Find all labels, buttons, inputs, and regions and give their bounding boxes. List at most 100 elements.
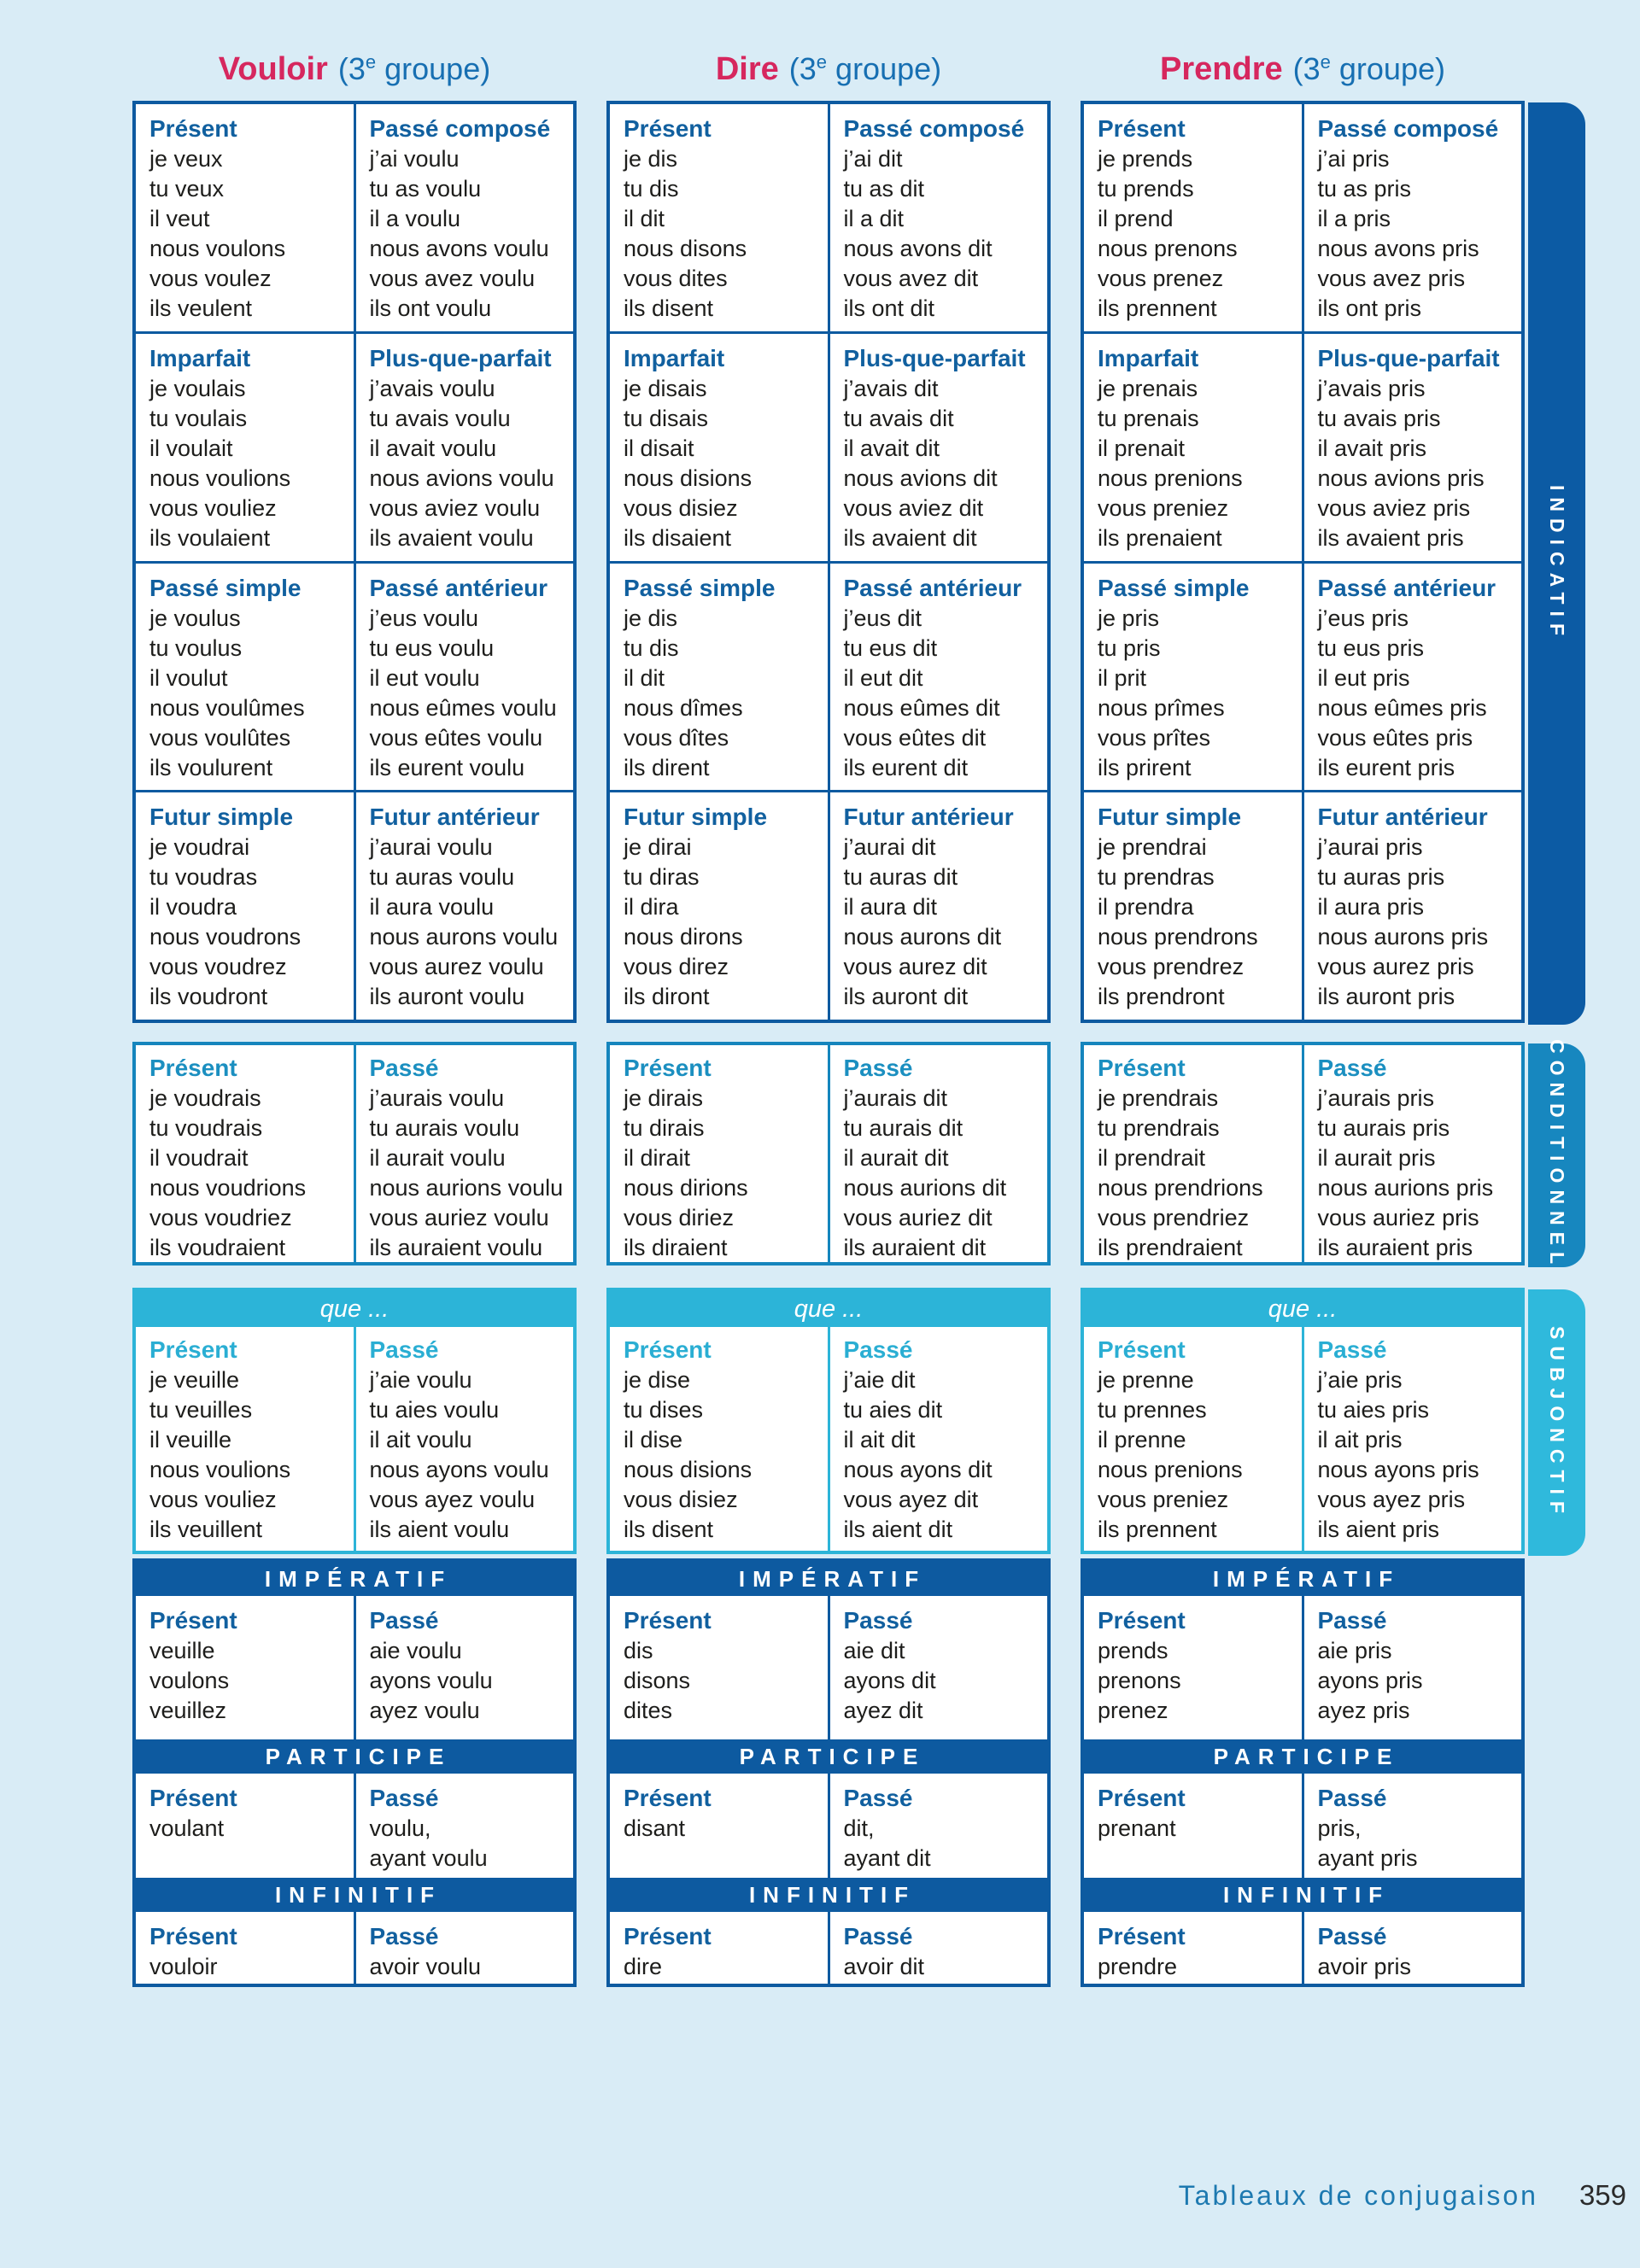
indicatif-mood-label: INDICATIF bbox=[1546, 484, 1568, 642]
verb-name: Prendre bbox=[1160, 51, 1283, 87]
indicatif-row-imparfait: Imparfait je voulais tu voulais il voulait… bbox=[136, 330, 573, 561]
conjugated-form: vous voulûtes bbox=[149, 724, 291, 751]
conjugated-form: il voudrait bbox=[149, 1145, 249, 1171]
tense-label: Présent bbox=[624, 1607, 712, 1634]
conjugated-form: je prendrai bbox=[1098, 834, 1207, 861]
tense-forms: j’avais dit tu avais dit il avait dit nous … bbox=[844, 374, 1048, 553]
footer-title: Tableaux de conjugaison bbox=[1178, 2180, 1538, 2211]
conjugated-form: j’aie voulu bbox=[369, 1367, 472, 1393]
tense-forms: je prenais tu prenais il prenait nous preni… bbox=[1098, 374, 1302, 553]
conjugated-form: il prendrait bbox=[1098, 1145, 1206, 1171]
conjugated-form: tu diras bbox=[624, 864, 700, 891]
conjugated-form: vous dîtes bbox=[624, 724, 729, 751]
conjugated-form: vous auriez voulu bbox=[369, 1205, 549, 1230]
conjugated-form: tu auras dit bbox=[843, 864, 958, 891]
tense-label: Passé bbox=[369, 1607, 439, 1634]
conjugated-form: tu eus dit bbox=[843, 634, 938, 661]
conjugated-form: prends bbox=[1098, 1638, 1168, 1663]
tense-cell-passe-compose: Passé composé j’ai dit tu as dit il a dit n… bbox=[827, 104, 1048, 331]
conjugated-form: vous disiez bbox=[624, 494, 738, 521]
conjugated-form: il ait dit bbox=[843, 1427, 916, 1453]
conjugated-form: nous dîmes bbox=[624, 694, 743, 721]
subjonctif-row: Présent je dise tu dises il dise nous disio… bbox=[610, 1327, 1047, 1551]
tense-forms: je prendrai tu prendras il prendra nous pre… bbox=[1098, 833, 1302, 1012]
indicatif-row-imparfait: Imparfait je prenais tu prenais il prenait… bbox=[1084, 330, 1521, 561]
tense-label: Présent bbox=[149, 115, 237, 142]
conjugated-form: vous prendriez bbox=[1098, 1205, 1250, 1230]
conjugated-form: avoir dit bbox=[843, 1954, 925, 1979]
conjugated-form: j’avais dit bbox=[843, 375, 939, 401]
tense-forms: j’aurai voulu tu auras voulu il aura voulu… bbox=[370, 833, 574, 1012]
conjugated-form: disons bbox=[624, 1668, 691, 1693]
tense-forms: je prendrais tu prendrais il prendrait nous… bbox=[1098, 1084, 1302, 1263]
tense-label: Passé antérieur bbox=[843, 574, 1022, 601]
conjugated-form: j’aurais voulu bbox=[369, 1085, 505, 1111]
tense-forms: dis disons dites bbox=[624, 1636, 828, 1726]
tense-label: Présent bbox=[1098, 115, 1186, 142]
tense-label: Présent bbox=[149, 1923, 237, 1949]
tense-cell-present: Présent je veux tu veux il veut nous voulon… bbox=[136, 104, 354, 331]
conjugated-form: ils avaient pris bbox=[1317, 524, 1464, 551]
conjugated-form: ils voudraient bbox=[149, 1235, 286, 1260]
conjugated-form: il aura pris bbox=[1317, 894, 1425, 921]
tense-cell-subj-passe: Passé j’aie voulu tu aies voulu il ait vou… bbox=[353, 1327, 574, 1551]
conjugated-form: nous dirons bbox=[624, 924, 743, 950]
tense-cell-passe-simple: Passé simple je pris tu pris il prit nous p… bbox=[1084, 564, 1302, 791]
conjugated-form: tu dis bbox=[624, 176, 679, 202]
conjugated-form: prenant bbox=[1098, 1815, 1176, 1841]
conditionnel-table: Présent je dirais tu dirais il dirait nous … bbox=[606, 1042, 1051, 1266]
conjugated-form: nous eûmes dit bbox=[843, 694, 1000, 721]
tense-forms: aie dit ayons dit ayez dit bbox=[844, 1636, 1048, 1726]
conjugated-form: il avait pris bbox=[1317, 435, 1427, 461]
conjugated-form: il aurait dit bbox=[843, 1145, 949, 1171]
verb-title: Dire (3e groupe) bbox=[606, 0, 1051, 101]
tense-cell-subj-passe: Passé j’aie dit tu aies dit il ait dit nous… bbox=[827, 1327, 1048, 1551]
tense-cell-subj-present: Présent je prenne tu prennes il prenne nous… bbox=[1084, 1327, 1302, 1551]
tense-cell-imparfait: Imparfait je prenais tu prenais il prenait… bbox=[1084, 334, 1302, 561]
verb-group-label: (3e groupe) bbox=[788, 51, 942, 86]
tense-cell-imp-passe: Passé aie voulu ayons voulu ayez voulu bbox=[353, 1596, 574, 1739]
tense-forms: dire bbox=[624, 1952, 828, 1982]
conjugated-form: vous avez voulu bbox=[369, 266, 536, 291]
conjugated-form: il prendra bbox=[1098, 894, 1194, 921]
conjugated-form: vous aurez pris bbox=[1317, 954, 1474, 980]
conjugated-form: je dirai bbox=[624, 834, 692, 861]
conjugated-form: ayons voulu bbox=[369, 1668, 493, 1693]
conjugated-form: vous ayez pris bbox=[1317, 1487, 1466, 1512]
conjugated-form: tu auras pris bbox=[1317, 864, 1445, 891]
conjugated-form: j’aurai pris bbox=[1317, 834, 1423, 861]
conjugated-form: prenez bbox=[1098, 1698, 1168, 1723]
tense-label: Présent bbox=[624, 1336, 712, 1363]
tense-cell-subj-present: Présent je dise tu dises il dise nous disio… bbox=[610, 1327, 828, 1551]
conjugated-form: nous prendrions bbox=[1098, 1175, 1263, 1201]
tense-label: Passé antérieur bbox=[1317, 574, 1496, 601]
verb-column: Dire (3e groupe) Présent je dis tu dis il … bbox=[606, 0, 1051, 1987]
conjugated-form: ils veulent bbox=[149, 295, 253, 321]
tense-forms: je prenne tu prennes il prenne nous prenion… bbox=[1098, 1365, 1302, 1545]
tense-label: Passé simple bbox=[149, 574, 302, 601]
conjugated-form: ils eurent dit bbox=[843, 754, 969, 780]
tense-label: Passé bbox=[843, 1923, 913, 1949]
conjugated-form: il ait voulu bbox=[369, 1427, 472, 1453]
conjugated-form: vous eûtes dit bbox=[843, 724, 987, 751]
conjugated-form: je veuille bbox=[149, 1367, 240, 1393]
tense-cell-futur-simple: Futur simple je voudrai tu voudras il voud… bbox=[136, 792, 354, 1020]
conjugated-form: je dirais bbox=[624, 1085, 704, 1111]
imperatif-band: IMPÉRATIF bbox=[610, 1562, 1047, 1596]
subjonctif-table: que ... Présent je dise tu dises il dise no… bbox=[606, 1288, 1051, 1554]
tense-forms: pris, ayant pris bbox=[1318, 1814, 1522, 1873]
conjugated-form: il ait pris bbox=[1317, 1427, 1403, 1453]
tense-forms: je veuille tu veuilles il veuille nous voul… bbox=[149, 1365, 354, 1545]
conjugated-form: il eut pris bbox=[1317, 664, 1410, 691]
conditionnel-row: Présent je prendrais tu prendrais il prend… bbox=[1084, 1045, 1521, 1263]
tense-forms: je disais tu disais il disait nous disions v… bbox=[624, 374, 828, 553]
conjugated-form: vous preniez bbox=[1098, 494, 1229, 521]
tense-cell-imp-present: Présent dis disons dites bbox=[610, 1596, 828, 1739]
tense-cell-plus-que-parfait: Plus-que-parfait j’avais dit tu avais dit… bbox=[827, 333, 1048, 561]
conjugated-form: j’eus dit bbox=[843, 605, 922, 631]
subjonctif-mood-label: SUBJONCTIF bbox=[1546, 1325, 1568, 1520]
conjugated-form: il veut bbox=[149, 206, 210, 231]
conjugated-form: ayant pris bbox=[1317, 1845, 1418, 1871]
conjugated-form: tu prendrais bbox=[1098, 1115, 1220, 1141]
tense-label: Futur antérieur bbox=[369, 804, 540, 831]
